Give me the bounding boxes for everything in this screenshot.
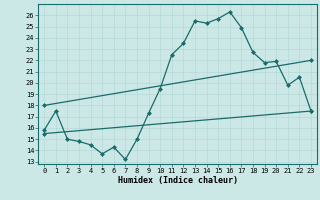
X-axis label: Humidex (Indice chaleur): Humidex (Indice chaleur) bbox=[118, 176, 238, 185]
